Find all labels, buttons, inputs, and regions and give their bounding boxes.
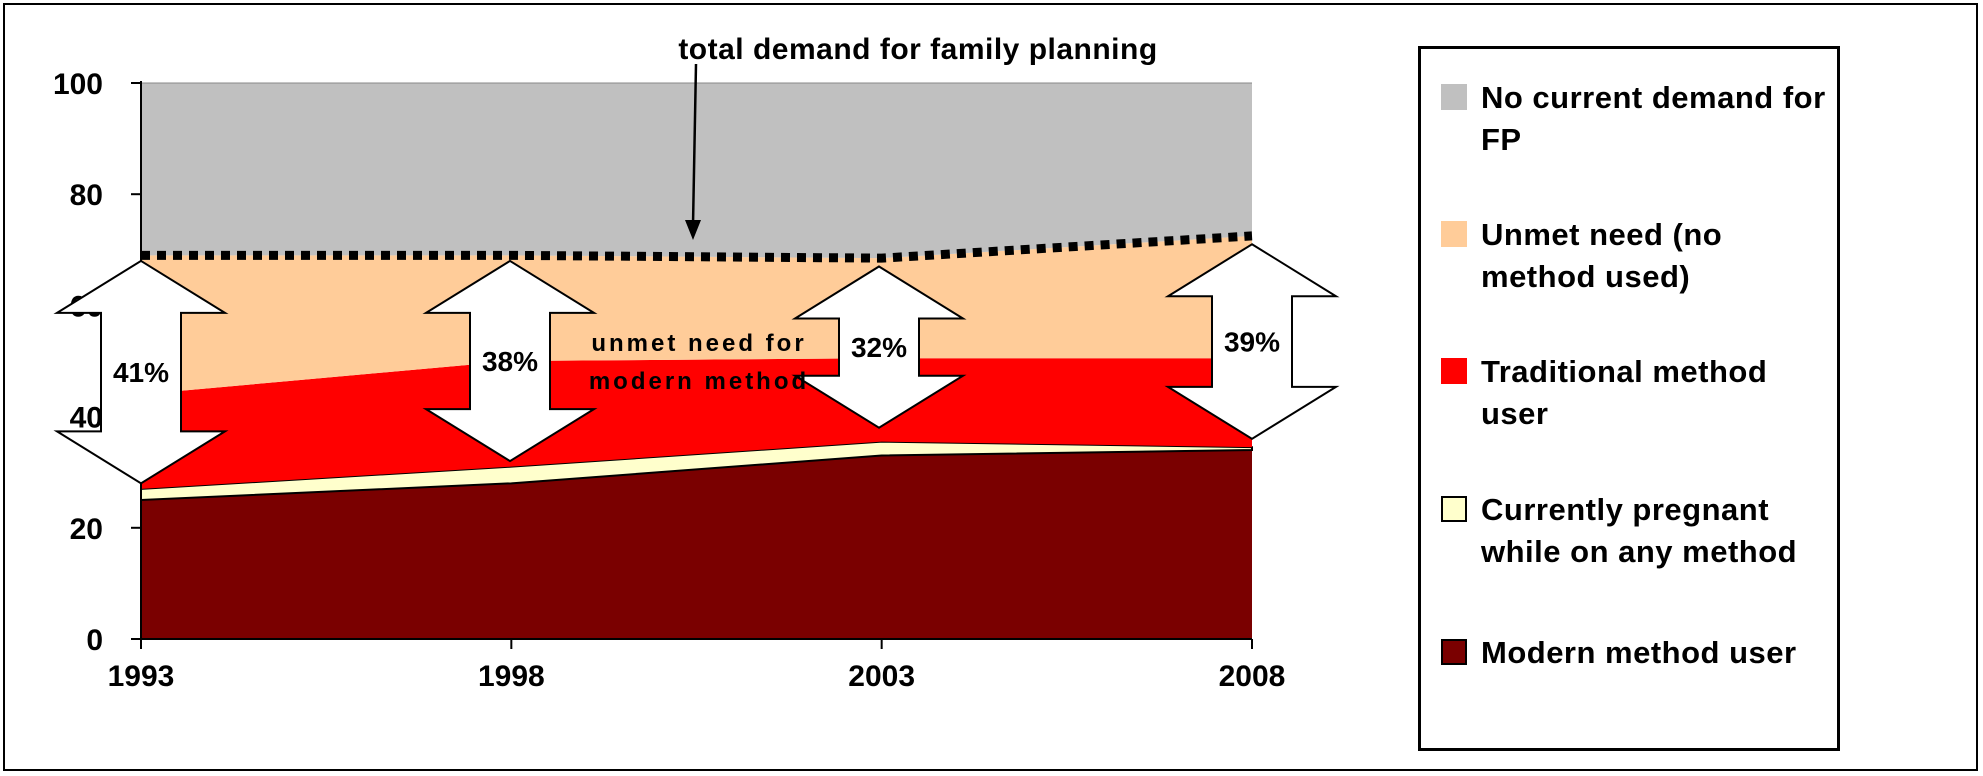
total-demand-annotation: total demand for family planning	[678, 33, 1157, 66]
legend-label: Modern method user	[1481, 635, 1797, 670]
x-tick-label: 1993	[108, 660, 175, 693]
y-tick-label: 80	[70, 179, 103, 212]
legend-swatch	[1441, 358, 1467, 384]
x-tick-label: 1998	[478, 660, 545, 693]
y-tick-label: 0	[86, 624, 103, 657]
arrow-percent-label: 39%	[1224, 327, 1280, 358]
area-traditional-method-user	[141, 358, 1252, 489]
area-currently-pregnant-while-on-any-method	[140, 440, 1253, 502]
arrow-percent-label: 38%	[482, 346, 538, 377]
legend-label: Unmet need (no method used)	[1481, 217, 1723, 294]
area-unmet-need-no-method-used	[141, 235, 1252, 395]
double-arrow	[422, 259, 598, 463]
annotation-pointer	[691, 63, 698, 226]
unmet-modern-annotation-line1: unmet need for	[591, 330, 806, 357]
x-tick-label: 2003	[848, 660, 915, 693]
y-tick-label: 100	[53, 68, 103, 101]
arrow-percent-label: 41%	[113, 357, 169, 388]
y-tick-label: 40	[70, 402, 103, 435]
double-arrow	[791, 265, 967, 429]
legend-label: No current demand for FP	[1481, 80, 1826, 157]
legend-label: Traditional method user	[1481, 354, 1768, 431]
annotation-pointer-head	[685, 220, 701, 240]
double-arrow	[53, 259, 229, 485]
legend-swatch	[1441, 639, 1467, 665]
legend-swatch	[1441, 84, 1467, 110]
legend-swatch	[1441, 221, 1467, 247]
x-tick-label: 2008	[1219, 660, 1286, 693]
legend-label: Currently pregnant while on any method	[1481, 492, 1798, 569]
double-arrow	[1164, 243, 1340, 441]
y-tick-label: 20	[70, 513, 103, 546]
chart-frame	[3, 3, 1978, 771]
legend: No current demand for FP Unmet need (no m…	[1418, 46, 1840, 751]
unmet-modern-annotation-line2: modern method	[589, 368, 809, 395]
arrow-percent-label: 32%	[851, 332, 907, 363]
area-no-current-demand-for-fp	[141, 83, 1252, 259]
area-modern-method-user	[141, 449, 1252, 639]
legend-swatch	[1441, 496, 1467, 522]
